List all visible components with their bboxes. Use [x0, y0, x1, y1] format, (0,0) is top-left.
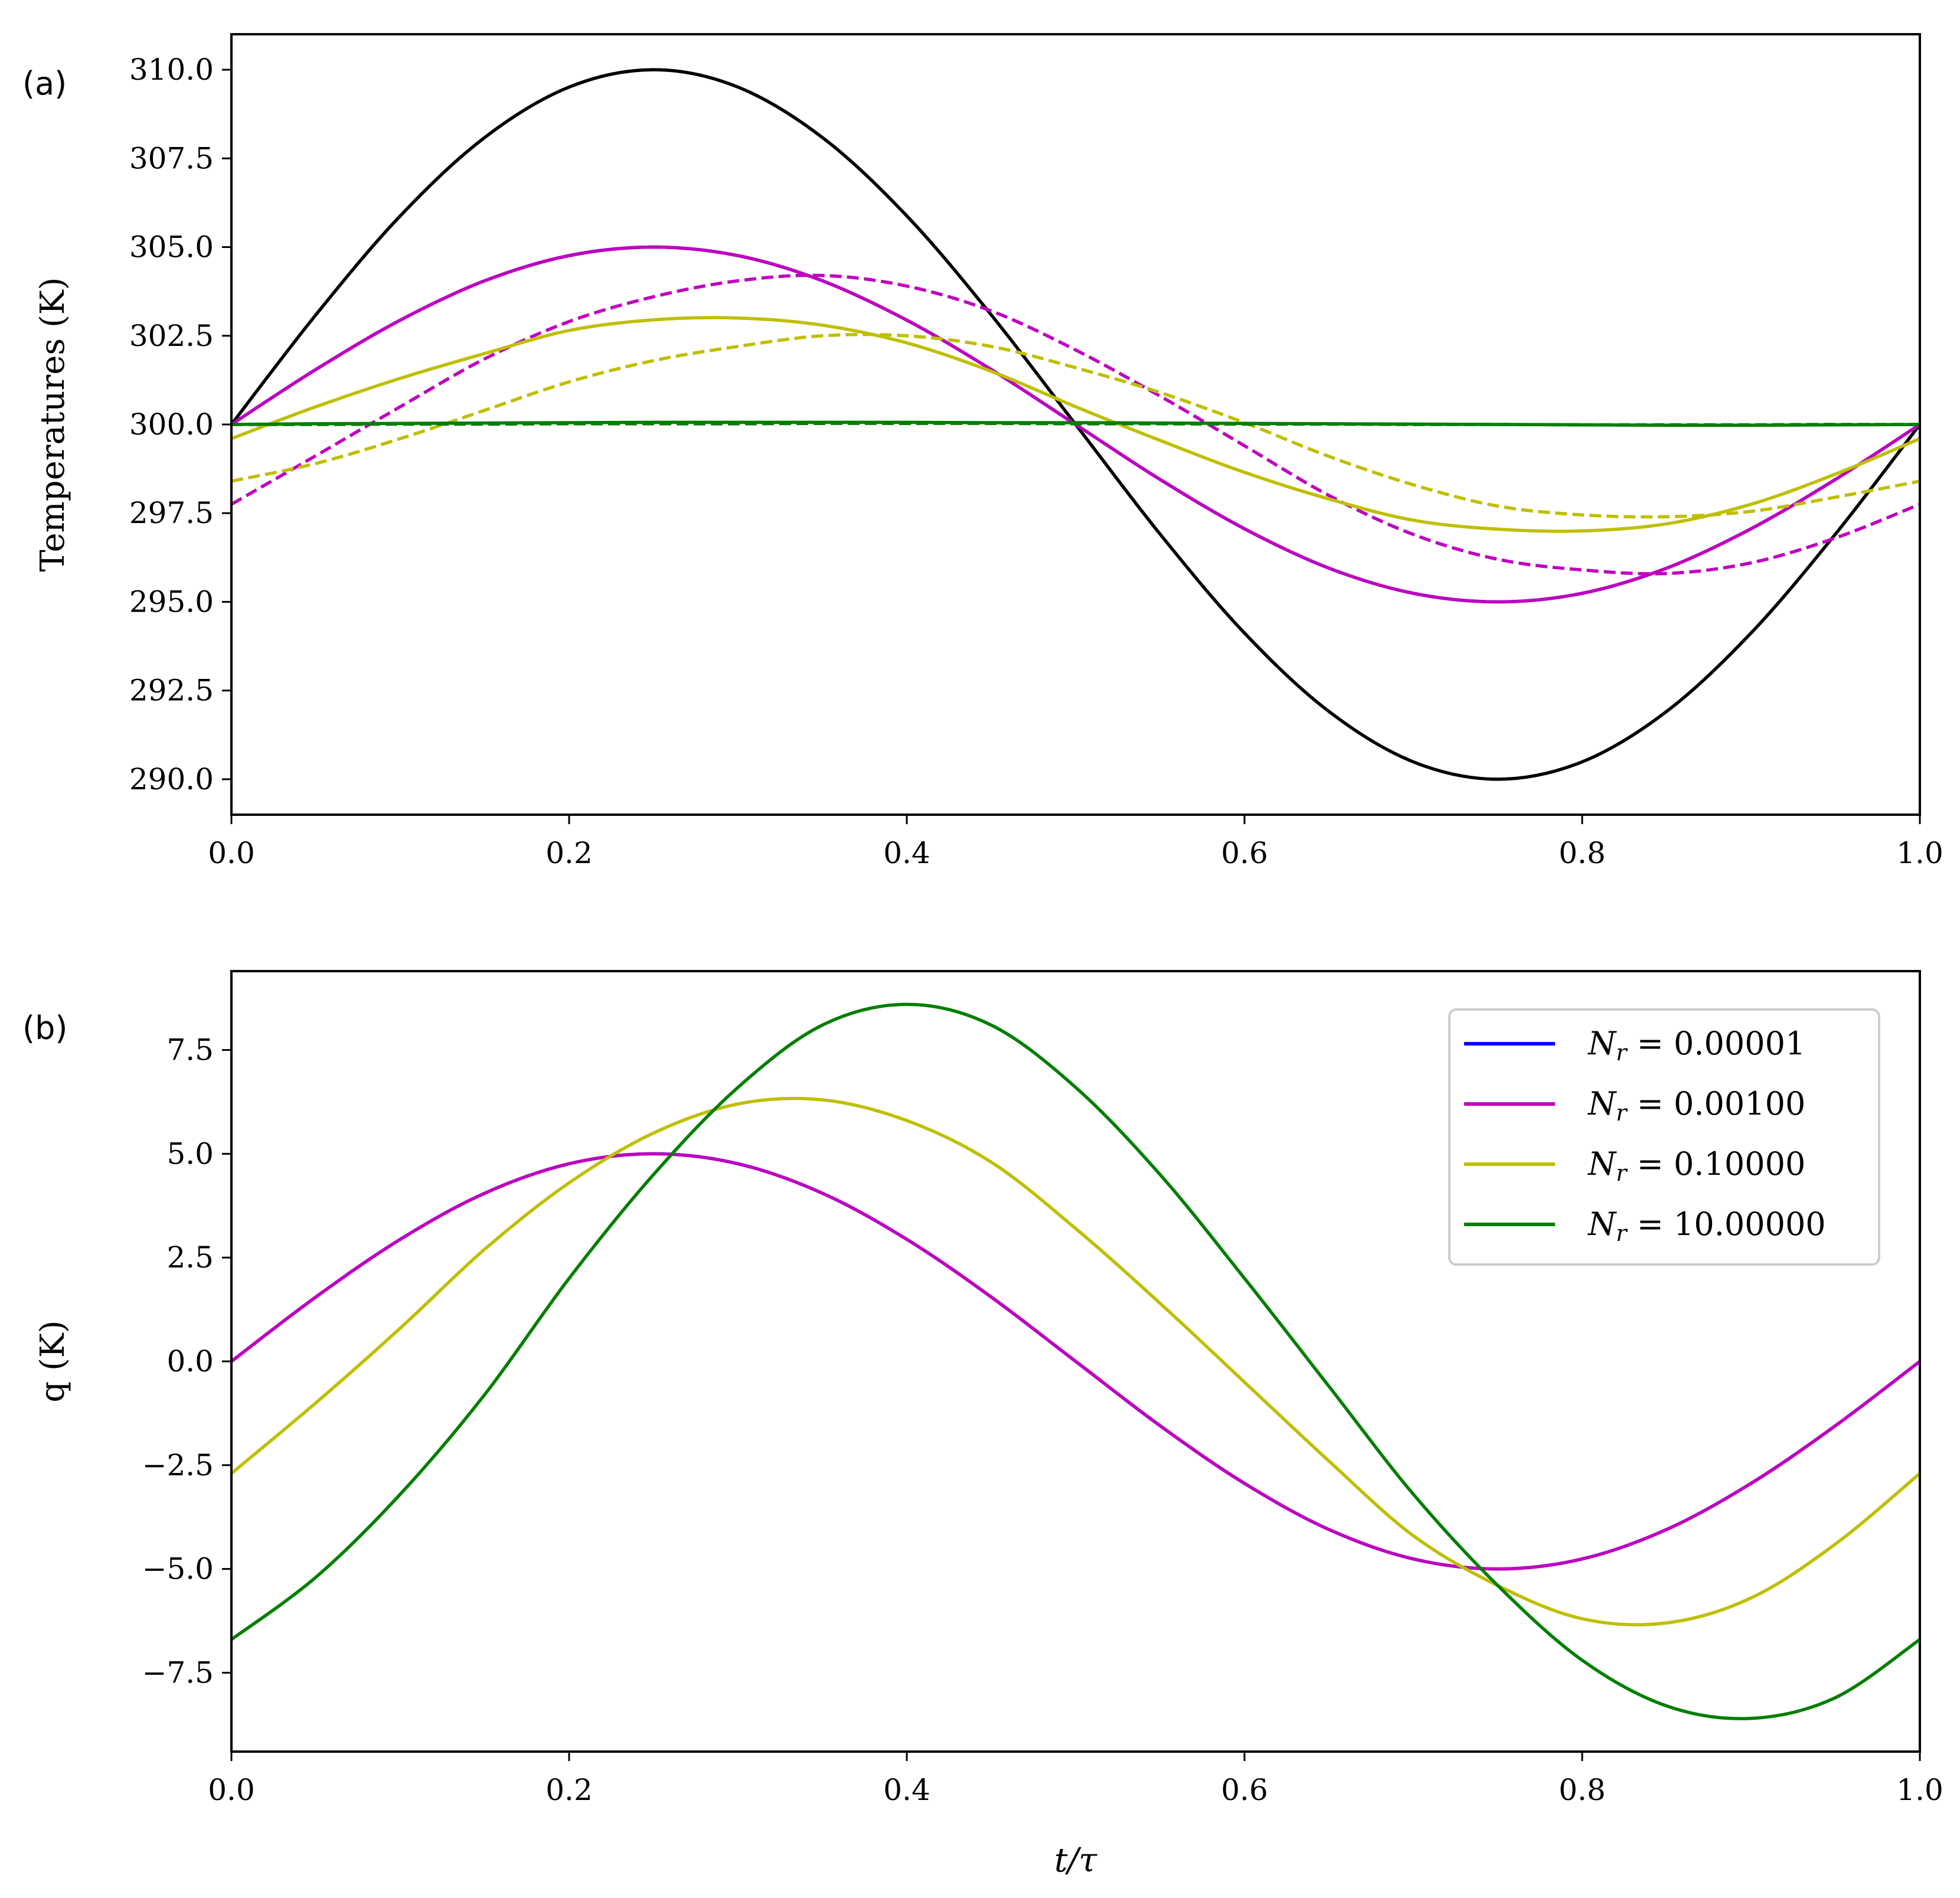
panel-a-y-tick-label: 300.0 — [129, 407, 214, 442]
panel-a-y-tick-label: 307.5 — [129, 141, 214, 175]
panel-a-series-line-4 — [231, 316, 1921, 533]
panel-b-x-axis-label: t/τ — [1054, 1841, 1097, 1880]
panel-b-y-tick-label: −2.5 — [142, 1448, 214, 1482]
panel-b-y-tick-label: −5.0 — [142, 1552, 214, 1586]
panel-b-y-tick-label: −7.5 — [142, 1655, 214, 1690]
panel-a-y-tick-label: 290.0 — [129, 762, 214, 796]
panel-a-y-tick-label: 302.5 — [129, 319, 214, 353]
legend-label-3: Nr = 10.00000 — [1587, 1206, 1826, 1246]
panel-a-x-tick-label: 0.2 — [545, 836, 593, 870]
panel-b-x-tick-label: 0.8 — [1559, 1773, 1606, 1807]
panel-a-series-line-5 — [231, 332, 1920, 519]
panel-a-x-ticks: 0.0 0.2 0.4 0.6 0.8 1.0 — [208, 815, 1943, 870]
panel-b-x-tick-label: 1.0 — [1896, 1773, 1943, 1807]
panel-b-series-line-3 — [230, 1002, 1921, 1720]
panel-b-y-tick-label: 5.0 — [166, 1136, 214, 1171]
panel-a-x-tick-label: 0.0 — [208, 836, 255, 870]
panel-b-tag: (b) — [22, 1010, 67, 1047]
legend-label-1: Nr = 0.00100 — [1587, 1085, 1805, 1126]
panel-b-x-tick-label: 0.2 — [545, 1773, 593, 1807]
panel-a-y-ticks: 290.0 292.5 295.0 297.5 300.0 302.5 305.0 307.5… — [129, 53, 231, 796]
panel-a-y-tick-label: 297.5 — [129, 496, 214, 530]
panel-a-x-tick-label: 0.8 — [1559, 836, 1606, 870]
panel-a-y-axis-label: Temperatures (K) — [34, 277, 72, 572]
legend-items: Nr = 0.00001 Nr = 0.00100 Nr = 0.10000 Nr =… — [1464, 1025, 1826, 1246]
panel-b-series-line-1 — [230, 1152, 1921, 1571]
panel-b-x-tick-label: 0.4 — [883, 1773, 930, 1807]
legend: Nr = 0.00001 Nr = 0.00100 Nr = 0.10000 Nr =… — [1448, 1008, 1880, 1266]
panel-b-y-tick-label: 2.5 — [166, 1240, 214, 1275]
legend-label-2: Nr = 0.10000 — [1587, 1145, 1805, 1186]
legend-label-0: Nr = 0.00001 — [1587, 1025, 1805, 1066]
panel-a-x-tick-label: 0.4 — [883, 836, 930, 870]
panel-a-x-tick-label: 1.0 — [1896, 836, 1943, 870]
panel-b-y-tick-label: 7.5 — [166, 1033, 214, 1067]
panel-b-x-tick-label: 0.0 — [208, 1773, 255, 1807]
panel-b-x-ticks: 0.0 0.2 0.4 0.6 0.8 1.0 — [208, 1752, 1943, 1807]
panel-b-x-tick-label: 0.6 — [1221, 1773, 1268, 1807]
panel-b-y-ticks: −7.5 −5.0 −2.5 0.0 2.5 5.0 7.5 — [142, 1033, 231, 1690]
panel-b-y-axis-label: q (K) — [34, 1320, 72, 1402]
panel-b-y-tick-label: 0.0 — [166, 1344, 214, 1378]
panel-b-series-line-2 — [230, 1096, 1921, 1626]
panel-a: (a) 0.0 0.2 0.4 0.6 0.8 1.0 290.0292.5295.029… — [22, 33, 1943, 870]
panel-a-y-tick-label: 310.0 — [129, 53, 214, 87]
panel-a-series — [230, 68, 1922, 781]
panel-a-y-tick-label: 295.0 — [129, 584, 214, 619]
panel-b: (b) 0.0 0.2 0.4 0.6 0.8 1.0 −7.5 −5.0 −2.5 0.0 2.… — [22, 970, 1943, 1880]
panel-a-series-line-7 — [231, 422, 1920, 427]
panel-a-y-tick-label: 292.5 — [129, 674, 214, 708]
panel-b-series — [230, 1002, 1921, 1720]
panel-a-y-tick-label: 305.0 — [129, 230, 214, 264]
panel-a-tag: (a) — [22, 65, 67, 102]
legend-box — [1448, 1008, 1880, 1266]
panel-a-x-tick-label: 0.6 — [1221, 836, 1268, 870]
